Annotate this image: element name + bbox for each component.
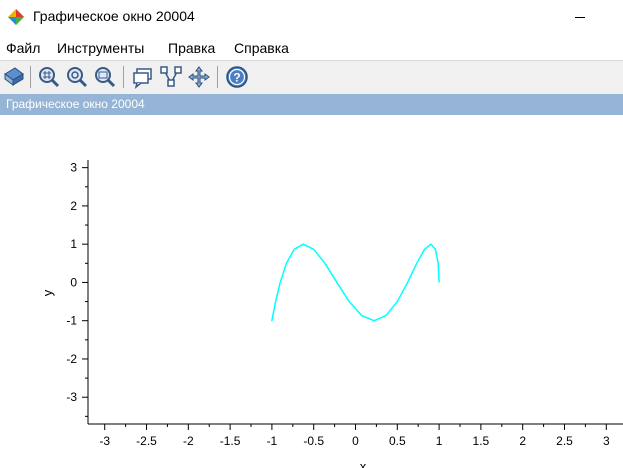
- svg-text:?: ?: [233, 71, 240, 85]
- x-tick-label: -1.5: [220, 434, 241, 448]
- datatip-icon[interactable]: [131, 65, 155, 89]
- x-tick-label: 0: [352, 434, 359, 448]
- figure-title: Графическое окно 20004: [6, 97, 145, 111]
- minimize-button[interactable]: [566, 0, 596, 34]
- x-tick-label: -0.5: [303, 434, 324, 448]
- x-tick-label: 2.5: [556, 434, 573, 448]
- figure-title-bar: Графическое окно 20004: [0, 94, 623, 115]
- y-tick-label: 1: [70, 237, 77, 251]
- y-tick-label: 0: [70, 275, 77, 289]
- pan-icon[interactable]: [187, 65, 211, 89]
- help-icon[interactable]: ?: [225, 65, 249, 89]
- x-tick-label: -2: [183, 434, 194, 448]
- zoom-in-icon[interactable]: [65, 65, 89, 89]
- x-tick-label: -1: [267, 434, 278, 448]
- x-tick-label: 1.5: [473, 434, 490, 448]
- menu-tools[interactable]: Инструменты: [57, 40, 145, 56]
- y-tick-label: 2: [70, 199, 77, 213]
- toolbar-separator: [123, 66, 124, 88]
- x-tick-label: 0.5: [389, 434, 406, 448]
- x-tick-label: -2.5: [136, 434, 157, 448]
- scilab-app-icon: [8, 9, 24, 25]
- axes: [87, 160, 623, 425]
- toolbar: ?: [0, 60, 623, 94]
- menu-file[interactable]: Файл: [6, 40, 41, 56]
- ticks: -3 -2.5 -2 -1.5 -1 -0.5 0 0.5 1 1.5 2 2.5 3 -3 -2 -1 0 1 2…: [66, 161, 610, 448]
- toolbar-separator: [217, 66, 218, 88]
- rotate-icon[interactable]: [2, 65, 26, 89]
- toolbar-separator: [30, 66, 31, 88]
- curves: [271, 243, 440, 322]
- menu-bar: Файл Инструменты Правка Справка: [0, 37, 623, 59]
- window-title: Графическое окно 20004: [33, 8, 195, 24]
- x-tick-label: 3: [603, 434, 610, 448]
- zoom-area-icon[interactable]: [93, 65, 117, 89]
- x-tick-label: 1: [436, 434, 443, 448]
- zoom-grid-icon[interactable]: [37, 65, 61, 89]
- title-bar: Графическое окно 20004: [0, 0, 623, 34]
- y-tick-label: -2: [66, 352, 77, 366]
- y-axis-label: y: [40, 289, 55, 296]
- edit-curve-icon[interactable]: [159, 65, 183, 89]
- y-tick-label: -3: [66, 390, 77, 404]
- x-tick-label: -3: [99, 434, 110, 448]
- x-axis-label: x: [360, 459, 367, 468]
- y-tick-label: -1: [66, 314, 77, 328]
- plot-area[interactable]: -3 -2.5 -2 -1.5 -1 -0.5 0 0.5 1 1.5 2 2.5 3 -3 -2 -1 0 1 2…: [0, 115, 623, 468]
- menu-edit[interactable]: Правка: [168, 40, 216, 56]
- lissajous-curve: [271, 243, 440, 322]
- y-tick-label: 3: [70, 161, 77, 175]
- menu-help[interactable]: Справка: [234, 40, 289, 56]
- x-tick-label: 2: [519, 434, 526, 448]
